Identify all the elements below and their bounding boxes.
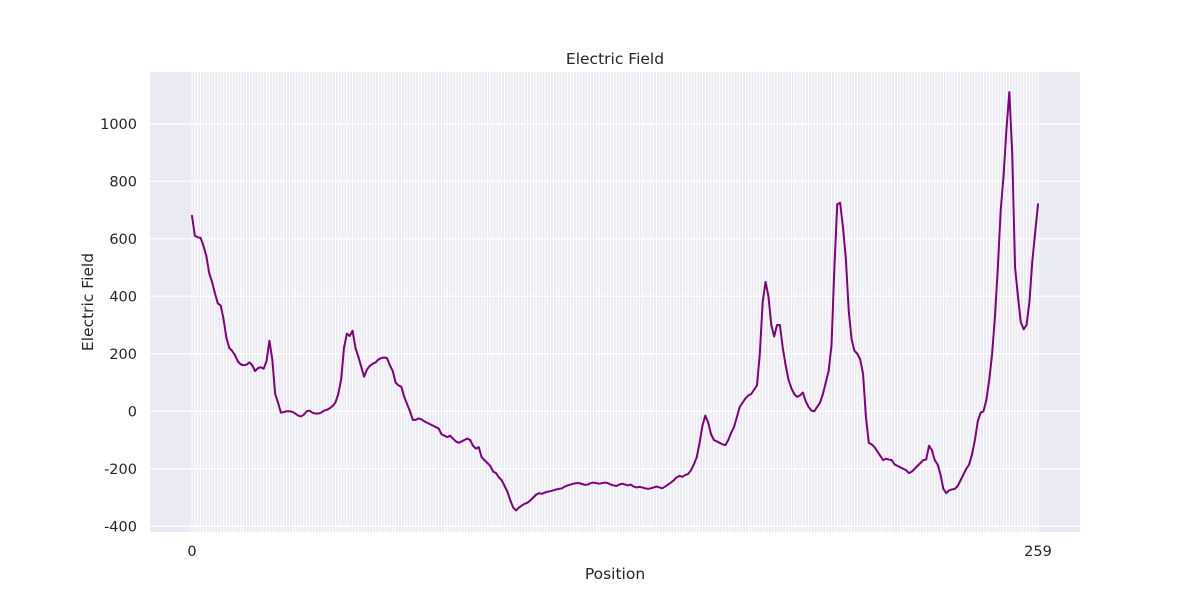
y-tick-label: 1000	[100, 117, 137, 133]
y-tick-labels: -400 -200 0 200 400 600 800 1000	[100, 117, 137, 536]
chart-title: Electric Field	[566, 50, 664, 68]
y-tick-label: 600	[109, 232, 137, 248]
x-tick-label: 0	[187, 544, 196, 560]
x-tick-labels: 0 259	[187, 544, 1051, 560]
y-gridlines	[150, 123, 1080, 527]
y-tick-label: 800	[109, 174, 137, 190]
y-tick-label: -200	[104, 462, 137, 478]
plot-area	[150, 72, 1080, 532]
y-tick-label: -400	[104, 519, 137, 535]
x-axis-label: Position	[585, 565, 645, 583]
series-line-electric-field	[191, 91, 1039, 512]
y-axis-label: Electric Field	[79, 253, 97, 351]
x-tick-label: 259	[1024, 544, 1052, 560]
y-tick-label: 400	[109, 289, 137, 305]
y-tick-label: 0	[128, 404, 137, 420]
y-tick-label: 200	[109, 347, 137, 363]
